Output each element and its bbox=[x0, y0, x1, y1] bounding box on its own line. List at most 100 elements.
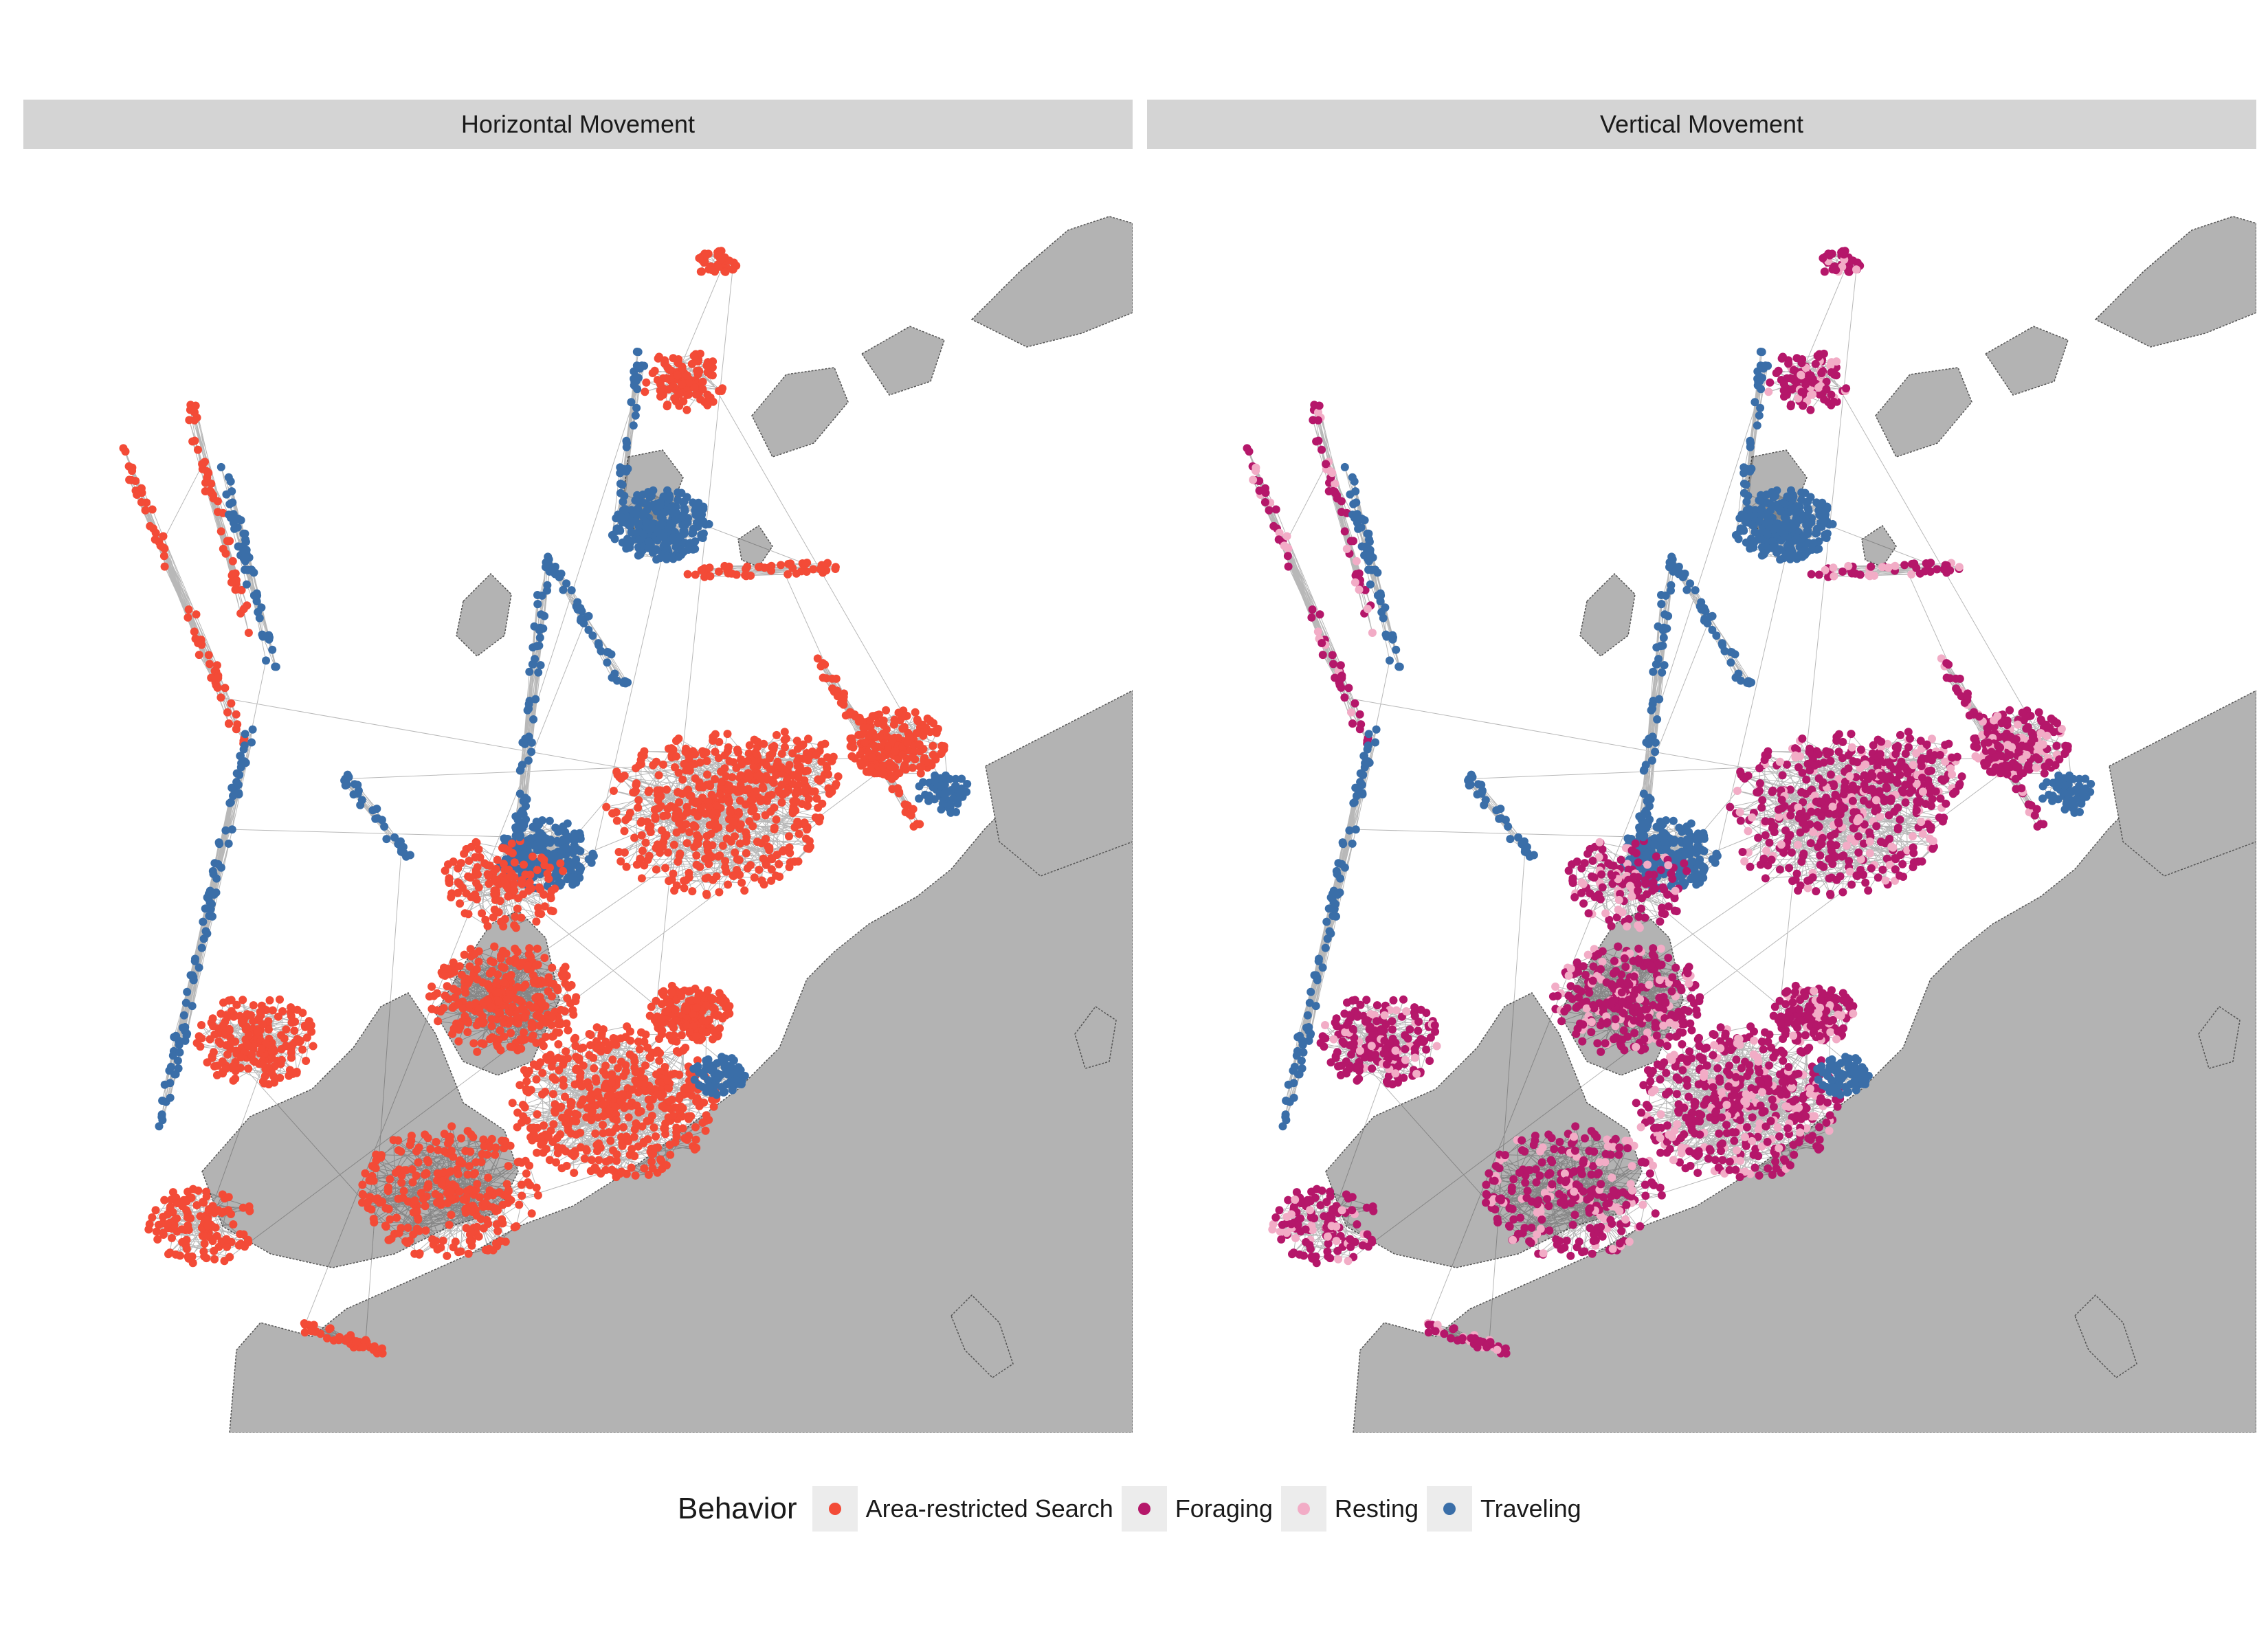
point-area-restricted-search bbox=[543, 869, 552, 878]
point-area-restricted-search bbox=[383, 1183, 392, 1192]
point-traveling bbox=[342, 781, 351, 789]
point-traveling bbox=[524, 756, 533, 765]
point-area-restricted-search bbox=[447, 1146, 456, 1155]
point-area-restricted-search bbox=[889, 720, 898, 729]
point-area-restricted-search bbox=[663, 1076, 672, 1085]
point-area-restricted-search bbox=[214, 1206, 223, 1215]
point-area-restricted-search bbox=[173, 1214, 181, 1223]
point-traveling bbox=[216, 462, 225, 471]
point-area-restricted-search bbox=[151, 528, 160, 537]
point-traveling bbox=[1783, 492, 1792, 501]
point-area-restricted-search bbox=[522, 1169, 531, 1178]
point-area-restricted-search bbox=[449, 857, 458, 866]
point-area-restricted-search bbox=[720, 751, 729, 760]
point-area-restricted-search bbox=[472, 1021, 481, 1030]
point-traveling bbox=[1777, 536, 1786, 545]
point-area-restricted-search bbox=[493, 855, 502, 864]
point-area-restricted-search bbox=[270, 1062, 279, 1070]
point-area-restricted-search bbox=[670, 1069, 679, 1078]
point-area-restricted-search bbox=[803, 559, 812, 568]
point-foraging bbox=[1872, 822, 1881, 831]
point-area-restricted-search bbox=[498, 963, 507, 972]
point-area-restricted-search bbox=[454, 1248, 463, 1257]
point-foraging bbox=[1852, 773, 1860, 782]
point-area-restricted-search bbox=[691, 570, 700, 579]
point-area-restricted-search bbox=[424, 1180, 433, 1189]
point-area-restricted-search bbox=[454, 1037, 463, 1046]
point-foraging bbox=[1758, 796, 1767, 805]
point-area-restricted-search bbox=[915, 820, 924, 829]
point-resting bbox=[1671, 1021, 1680, 1029]
point-traveling bbox=[551, 562, 559, 571]
point-area-restricted-search bbox=[570, 1169, 579, 1177]
point-area-restricted-search bbox=[391, 1168, 400, 1177]
point-traveling bbox=[1755, 517, 1764, 526]
point-foraging bbox=[1683, 969, 1692, 978]
point-traveling bbox=[201, 904, 210, 913]
point-area-restricted-search bbox=[602, 803, 611, 811]
point-area-restricted-search bbox=[461, 988, 470, 997]
point-area-restricted-search bbox=[674, 734, 683, 743]
point-area-restricted-search bbox=[894, 708, 903, 717]
point-area-restricted-search bbox=[491, 1239, 500, 1248]
point-area-restricted-search bbox=[366, 1176, 375, 1185]
point-foraging bbox=[1928, 844, 1937, 853]
point-area-restricted-search bbox=[444, 1168, 453, 1177]
point-area-restricted-search bbox=[594, 1113, 602, 1122]
point-foraging bbox=[1859, 871, 1868, 879]
map-horizontal bbox=[119, 216, 1133, 1433]
point-area-restricted-search bbox=[755, 865, 764, 874]
point-area-restricted-search bbox=[486, 956, 495, 965]
point-area-restricted-search bbox=[430, 991, 438, 1000]
land-island-g bbox=[1861, 524, 1897, 568]
point-area-restricted-search bbox=[743, 562, 752, 571]
point-area-restricted-search bbox=[660, 1063, 669, 1071]
point-foraging bbox=[1849, 808, 1858, 817]
point-area-restricted-search bbox=[377, 1151, 386, 1160]
point-foraging bbox=[1860, 820, 1869, 829]
point-foraging bbox=[1791, 875, 1800, 884]
point-area-restricted-search bbox=[260, 1072, 269, 1081]
point-area-restricted-search bbox=[745, 741, 754, 750]
point-area-restricted-search bbox=[717, 777, 726, 786]
point-area-restricted-search bbox=[705, 563, 714, 572]
point-traveling bbox=[528, 660, 537, 669]
point-area-restricted-search bbox=[724, 781, 733, 790]
point-resting bbox=[1889, 843, 1898, 852]
point-traveling bbox=[230, 524, 239, 533]
point-area-restricted-search bbox=[788, 806, 797, 815]
point-traveling bbox=[175, 1048, 184, 1057]
point-area-restricted-search bbox=[698, 1007, 707, 1016]
point-area-restricted-search bbox=[579, 1095, 588, 1104]
point-traveling bbox=[562, 579, 571, 588]
point-foraging bbox=[1661, 998, 1670, 1007]
point-foraging bbox=[1678, 1028, 1687, 1037]
point-area-restricted-search bbox=[498, 1215, 507, 1224]
point-foraging bbox=[1778, 771, 1787, 780]
point-area-restricted-search bbox=[601, 1082, 609, 1091]
point-traveling bbox=[1687, 875, 1696, 884]
point-area-restricted-search bbox=[224, 1206, 233, 1215]
point-area-restricted-search bbox=[692, 1097, 701, 1106]
point-area-restricted-search bbox=[414, 1158, 423, 1167]
point-area-restricted-search bbox=[675, 817, 684, 826]
point-traveling bbox=[557, 879, 566, 888]
point-area-restricted-search bbox=[184, 1253, 192, 1261]
point-area-restricted-search bbox=[443, 1251, 452, 1260]
point-area-restricted-search bbox=[781, 743, 789, 752]
point-traveling bbox=[684, 546, 693, 554]
point-area-restricted-search bbox=[900, 761, 909, 770]
point-area-restricted-search bbox=[446, 1187, 455, 1196]
point-traveling bbox=[247, 738, 256, 747]
point-area-restricted-search bbox=[562, 1047, 570, 1056]
point-area-restricted-search bbox=[775, 860, 783, 868]
point-foraging bbox=[1785, 864, 1794, 873]
point-area-restricted-search bbox=[224, 1193, 233, 1202]
point-area-restricted-search bbox=[681, 748, 690, 756]
point-traveling bbox=[1792, 502, 1801, 511]
point-traveling bbox=[924, 796, 933, 805]
point-area-restricted-search bbox=[188, 437, 197, 446]
point-area-restricted-search bbox=[841, 711, 850, 720]
point-foraging bbox=[1611, 1015, 1620, 1024]
point-area-restricted-search bbox=[879, 770, 888, 778]
